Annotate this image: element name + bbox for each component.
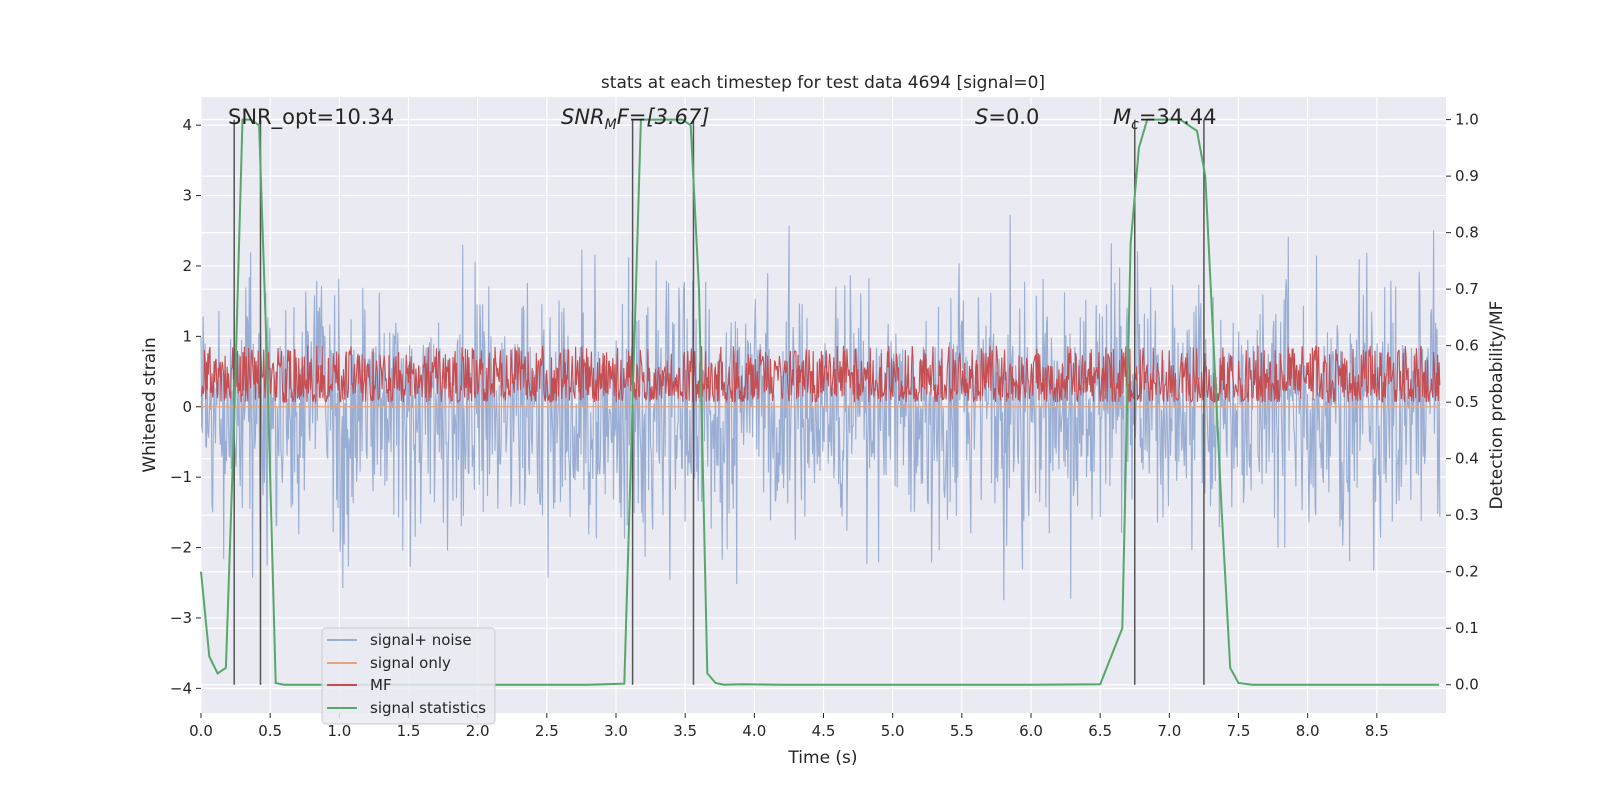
x-tick-label: 2.0 (466, 722, 490, 740)
annotation-s: S=0.0 (975, 105, 1039, 129)
y-tick-label-right: 0.3 (1455, 506, 1479, 524)
legend-label-signal-statistics: signal statistics (370, 699, 486, 717)
y-tick-label-left: 3 (182, 187, 192, 205)
annotation-snr-mf: SNRMF=[3.67] (561, 105, 710, 133)
legend-box (321, 627, 496, 725)
y-tick-label-right: 0.8 (1455, 224, 1479, 242)
x-tick-label: 4.0 (742, 722, 766, 740)
y-tick-label-left: −3 (170, 609, 192, 627)
x-tick-label: 7.0 (1157, 722, 1181, 740)
x-tick-label: 4.5 (812, 722, 836, 740)
y-tick-label-right: 0.7 (1455, 280, 1479, 298)
y-tick-label-left: −2 (170, 539, 192, 557)
line-mf (200, 345, 1441, 404)
legend: signal+ noise signal only MF signal stat… (321, 627, 496, 725)
chart-title: stats at each timestep for test data 469… (601, 73, 1045, 93)
annotation-snr-opt: SNR_opt=10.34 (228, 105, 394, 130)
y-tick-label-left: −1 (170, 468, 192, 486)
y-tick-label-right: 1.0 (1455, 111, 1479, 129)
x-tick-label: 5.5 (950, 722, 974, 740)
y-tick-label-left: 4 (182, 116, 192, 134)
y-tick-label-right: 0.4 (1455, 450, 1479, 468)
x-tick-label: 2.5 (535, 722, 559, 740)
y-tick-label-right: 0.5 (1455, 393, 1479, 411)
legend-label-mf: MF (370, 676, 392, 694)
y-tick-label-right: 0.6 (1455, 337, 1479, 355)
y-tick-label-left: 2 (182, 257, 192, 275)
x-tick-label: 3.5 (673, 722, 697, 740)
x-tick-label: 3.0 (604, 722, 628, 740)
legend-label-signal-noise: signal+ noise (370, 631, 472, 649)
y-axis-label-left: Whitened strain (140, 337, 160, 472)
line-signal-statistics (200, 118, 1440, 686)
x-tick-label: 0.0 (189, 722, 213, 740)
x-tick-label: 1.0 (327, 722, 351, 740)
x-tick-label: 8.0 (1296, 722, 1320, 740)
x-axis-label: Time (s) (787, 748, 857, 768)
axis-ticks: 0.0 0.5 1.0 1.5 2.0 2.5 3.0 3.5 4.0 4.5 5.0 5.5 6.0 6… (170, 111, 1479, 740)
line-signal-noise (200, 214, 1441, 601)
y-tick-label-right: 0.0 (1455, 676, 1479, 694)
x-tick-label: 5.0 (881, 722, 905, 740)
x-tick-label: 1.5 (397, 722, 421, 740)
x-tick-label: 0.5 (258, 722, 282, 740)
y-tick-label-right: 0.1 (1455, 619, 1479, 637)
annotation-mc: Mc=34.44 (1113, 105, 1217, 133)
x-tick-label: 6.5 (1088, 722, 1112, 740)
x-tick-label: 6.0 (1019, 722, 1043, 740)
y-tick-label-left: −4 (170, 679, 192, 697)
x-tick-label: 7.5 (1227, 722, 1251, 740)
x-tick-label: 8.5 (1365, 722, 1389, 740)
y-tick-label-right: 0.9 (1455, 167, 1479, 185)
series-mf (200, 345, 1441, 404)
legend-label-signal-only: signal only (370, 654, 451, 672)
series-signal-noise (200, 214, 1441, 601)
y-tick-label-left: 0 (182, 398, 192, 416)
y-tick-label-left: 1 (182, 327, 192, 345)
y-tick-label-right: 0.2 (1455, 563, 1479, 581)
y-axis-label-right: Detection probability/MF (1487, 301, 1507, 510)
series-signal-statistics (200, 118, 1440, 686)
